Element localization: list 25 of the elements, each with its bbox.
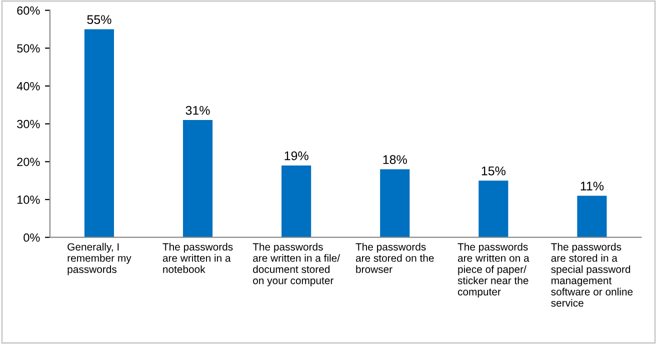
bar — [182, 120, 213, 238]
data-label: 55% — [87, 15, 112, 24]
y-tick-label: 0% — [24, 233, 40, 242]
data-label: 31% — [186, 106, 210, 115]
x-tick-label: The passwords are written in a notebook — [162, 242, 233, 274]
data-label: 18% — [383, 155, 407, 164]
x-tick-label: Generally, I remember my passwords — [68, 242, 132, 276]
data-label: 11% — [580, 182, 604, 190]
x-tick-label: The passwords are written in a file/ document stored on your computer — [252, 242, 340, 286]
bar — [282, 165, 312, 238]
y-tick-label: 50% — [17, 44, 40, 53]
bar — [84, 29, 114, 238]
x-tick-label: The passwords are written on a piece of paper/ sticker near the computer — [458, 242, 530, 298]
y-tick-label: 10% — [17, 196, 40, 204]
bar — [380, 169, 410, 238]
x-tick-label: The passwords are stored on the browser — [356, 242, 434, 274]
y-tick-label: 20% — [17, 158, 40, 166]
bar — [577, 196, 607, 238]
data-label: 19% — [284, 151, 308, 160]
x-tick-label: The passwords are stored in a special password management software or online service — [551, 242, 633, 307]
bar — [478, 180, 508, 238]
y-tick-label: 60% — [17, 6, 40, 15]
y-tick-label: 40% — [16, 82, 40, 90]
y-tick-label: 30% — [17, 120, 40, 128]
data-label: 15% — [482, 166, 506, 176]
